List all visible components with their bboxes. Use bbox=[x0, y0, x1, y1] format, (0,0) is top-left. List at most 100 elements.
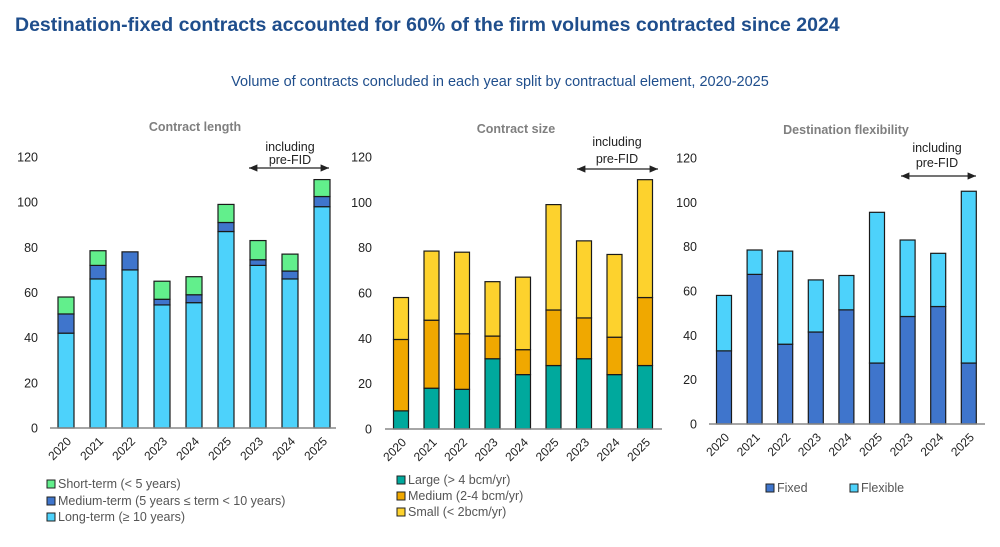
bar-segment bbox=[313, 178, 331, 198]
chart-title: Contract length bbox=[149, 120, 241, 134]
bar-segment bbox=[545, 204, 562, 311]
y-tick-label: 100 bbox=[17, 196, 38, 210]
x-tick-label: 2024 bbox=[594, 435, 623, 464]
x-tick-label: 2022 bbox=[109, 434, 138, 463]
y-tick-label: 20 bbox=[358, 377, 372, 391]
bar-segment bbox=[746, 249, 763, 275]
bar-segment bbox=[838, 274, 855, 311]
y-tick-label: 80 bbox=[358, 241, 372, 255]
bar-segment bbox=[930, 252, 947, 308]
bar-segment bbox=[899, 315, 916, 425]
bar-segment bbox=[217, 221, 235, 233]
bar-segment bbox=[746, 273, 763, 425]
bar-segment bbox=[249, 239, 267, 261]
annotation-label: pre-FID bbox=[916, 156, 958, 170]
y-tick-label: 0 bbox=[690, 418, 697, 432]
bar-segment bbox=[217, 230, 235, 429]
bar-segment bbox=[606, 253, 623, 338]
y-tick-label: 60 bbox=[24, 286, 38, 300]
y-tick-label: 120 bbox=[17, 151, 38, 165]
x-tick-label: 2023 bbox=[563, 435, 592, 464]
bar-segment bbox=[484, 358, 501, 430]
x-tick-label: 2024 bbox=[502, 435, 531, 464]
bar-segment bbox=[838, 309, 855, 425]
bar-segment bbox=[281, 270, 299, 280]
x-tick-label: 2020 bbox=[45, 434, 74, 463]
legend-label: Long-term (≥ 10 years) bbox=[58, 510, 185, 524]
x-tick-label: 2020 bbox=[703, 430, 732, 459]
y-tick-label: 80 bbox=[24, 241, 38, 255]
legend-label: Short-term (< 5 years) bbox=[58, 477, 181, 491]
bar-segment bbox=[249, 259, 267, 267]
bar-segment bbox=[777, 343, 794, 425]
legend-label: Flexible bbox=[861, 481, 904, 495]
bar-segment bbox=[514, 349, 532, 376]
bar-segment bbox=[217, 203, 235, 224]
y-tick-label: 40 bbox=[24, 331, 38, 345]
bar-segment bbox=[636, 179, 654, 299]
y-tick-label: 40 bbox=[683, 329, 697, 343]
bar-segment bbox=[484, 281, 501, 337]
bar-segment bbox=[899, 239, 916, 318]
bar-segment bbox=[960, 362, 977, 425]
x-tick-label: 2025 bbox=[533, 435, 562, 464]
x-tick-label: 2025 bbox=[205, 434, 234, 463]
x-tick-label: 2024 bbox=[918, 430, 947, 459]
bar-segment bbox=[514, 374, 532, 430]
bar-segment bbox=[185, 302, 203, 429]
bar-segment bbox=[715, 350, 733, 425]
bar-segment bbox=[392, 338, 410, 412]
bar-segment bbox=[281, 278, 299, 429]
y-tick-label: 120 bbox=[351, 151, 372, 165]
x-tick-label: 2024 bbox=[173, 434, 202, 463]
annotation-label: pre-FID bbox=[269, 153, 311, 167]
y-tick-label: 0 bbox=[31, 422, 38, 436]
bar-segment bbox=[89, 278, 107, 429]
y-tick-label: 0 bbox=[365, 423, 372, 437]
x-tick-label: 2021 bbox=[77, 434, 106, 463]
bar-segment bbox=[868, 211, 886, 364]
x-tick-label: 2025 bbox=[856, 430, 885, 459]
chart-title: Contract size bbox=[477, 122, 556, 136]
x-tick-label: 2021 bbox=[734, 430, 763, 459]
bar-segment bbox=[575, 317, 593, 360]
bar-segment bbox=[636, 296, 654, 367]
bar-segment bbox=[423, 319, 440, 389]
legend-label: Large (> 4 bcm/yr) bbox=[408, 473, 510, 487]
bar-segment bbox=[715, 294, 733, 352]
bar-segment bbox=[777, 250, 794, 345]
bar-segment bbox=[960, 190, 977, 364]
bar-segment bbox=[57, 296, 75, 315]
x-tick-label: 2025 bbox=[948, 430, 977, 459]
legend-swatch bbox=[849, 483, 859, 493]
legend-label: Small (< 2bcm/yr) bbox=[408, 505, 506, 519]
bar-segment bbox=[606, 336, 623, 376]
legend-swatch bbox=[396, 507, 406, 517]
x-tick-label: 2024 bbox=[269, 434, 298, 463]
y-tick-label: 80 bbox=[683, 240, 697, 254]
y-tick-label: 100 bbox=[676, 196, 697, 210]
bar-segment bbox=[484, 335, 501, 360]
bar-segment bbox=[392, 296, 410, 341]
legend-label: Medium (2-4 bcm/yr) bbox=[408, 489, 523, 503]
bar-segment bbox=[545, 364, 562, 430]
annotation-label: including bbox=[592, 135, 641, 149]
legend-label: Medium-term (5 years ≤ term < 10 years) bbox=[58, 494, 285, 508]
x-tick-label: 2023 bbox=[795, 430, 824, 459]
bar-segment bbox=[453, 333, 471, 390]
bar-segment bbox=[545, 309, 562, 367]
y-tick-label: 20 bbox=[683, 373, 697, 387]
y-tick-label: 20 bbox=[24, 376, 38, 390]
x-tick-label: 2021 bbox=[411, 435, 440, 464]
bar-segment bbox=[89, 264, 107, 280]
legend-swatch bbox=[46, 512, 56, 522]
x-tick-label: 2023 bbox=[237, 434, 266, 463]
bar-segment bbox=[453, 388, 471, 430]
annotation-label: including bbox=[265, 140, 314, 154]
legend-swatch bbox=[46, 496, 56, 506]
bar-segment bbox=[185, 276, 203, 296]
bar-segment bbox=[249, 264, 267, 429]
bar-segment bbox=[575, 240, 593, 319]
bar-segment bbox=[57, 332, 75, 429]
